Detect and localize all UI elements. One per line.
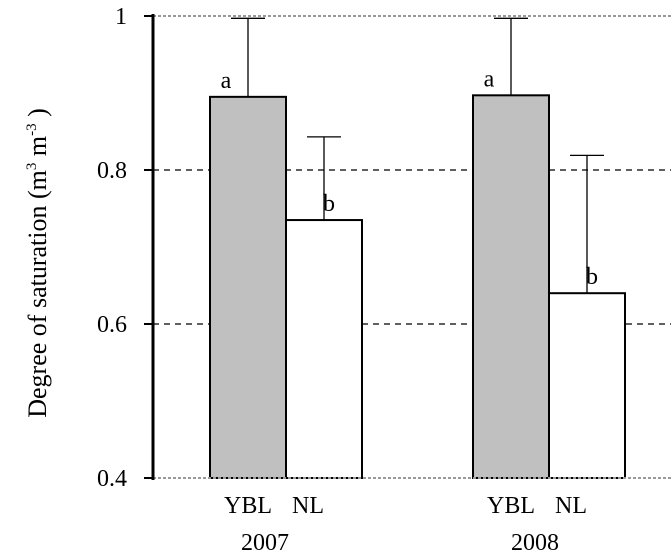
significance-letter: a bbox=[484, 66, 495, 92]
x-category-label: NL bbox=[555, 493, 587, 519]
y-tick-label: 0.4 bbox=[97, 466, 127, 492]
x-category-label: YBL bbox=[487, 493, 535, 519]
y-tick-label: 1 bbox=[115, 4, 127, 30]
x-category-label: NL bbox=[292, 493, 324, 519]
bars bbox=[209, 17, 626, 480]
bar bbox=[209, 95, 287, 479]
y-axis-label: Degree of saturation (m3 m-3 ) bbox=[23, 108, 52, 418]
significance-letter: a bbox=[221, 68, 232, 94]
significance-letter: b bbox=[323, 191, 335, 217]
bar bbox=[472, 94, 550, 479]
bar bbox=[285, 219, 363, 480]
x-category-label: YBL bbox=[224, 493, 272, 519]
significance-letter: b bbox=[586, 264, 598, 290]
y-tick-label: 0.6 bbox=[97, 312, 127, 338]
x-group-label: 2007 bbox=[241, 530, 289, 556]
y-tick-label: 0.8 bbox=[97, 158, 127, 184]
axes bbox=[144, 14, 671, 480]
x-group-label: 2008 bbox=[511, 530, 559, 556]
bar bbox=[548, 292, 626, 480]
